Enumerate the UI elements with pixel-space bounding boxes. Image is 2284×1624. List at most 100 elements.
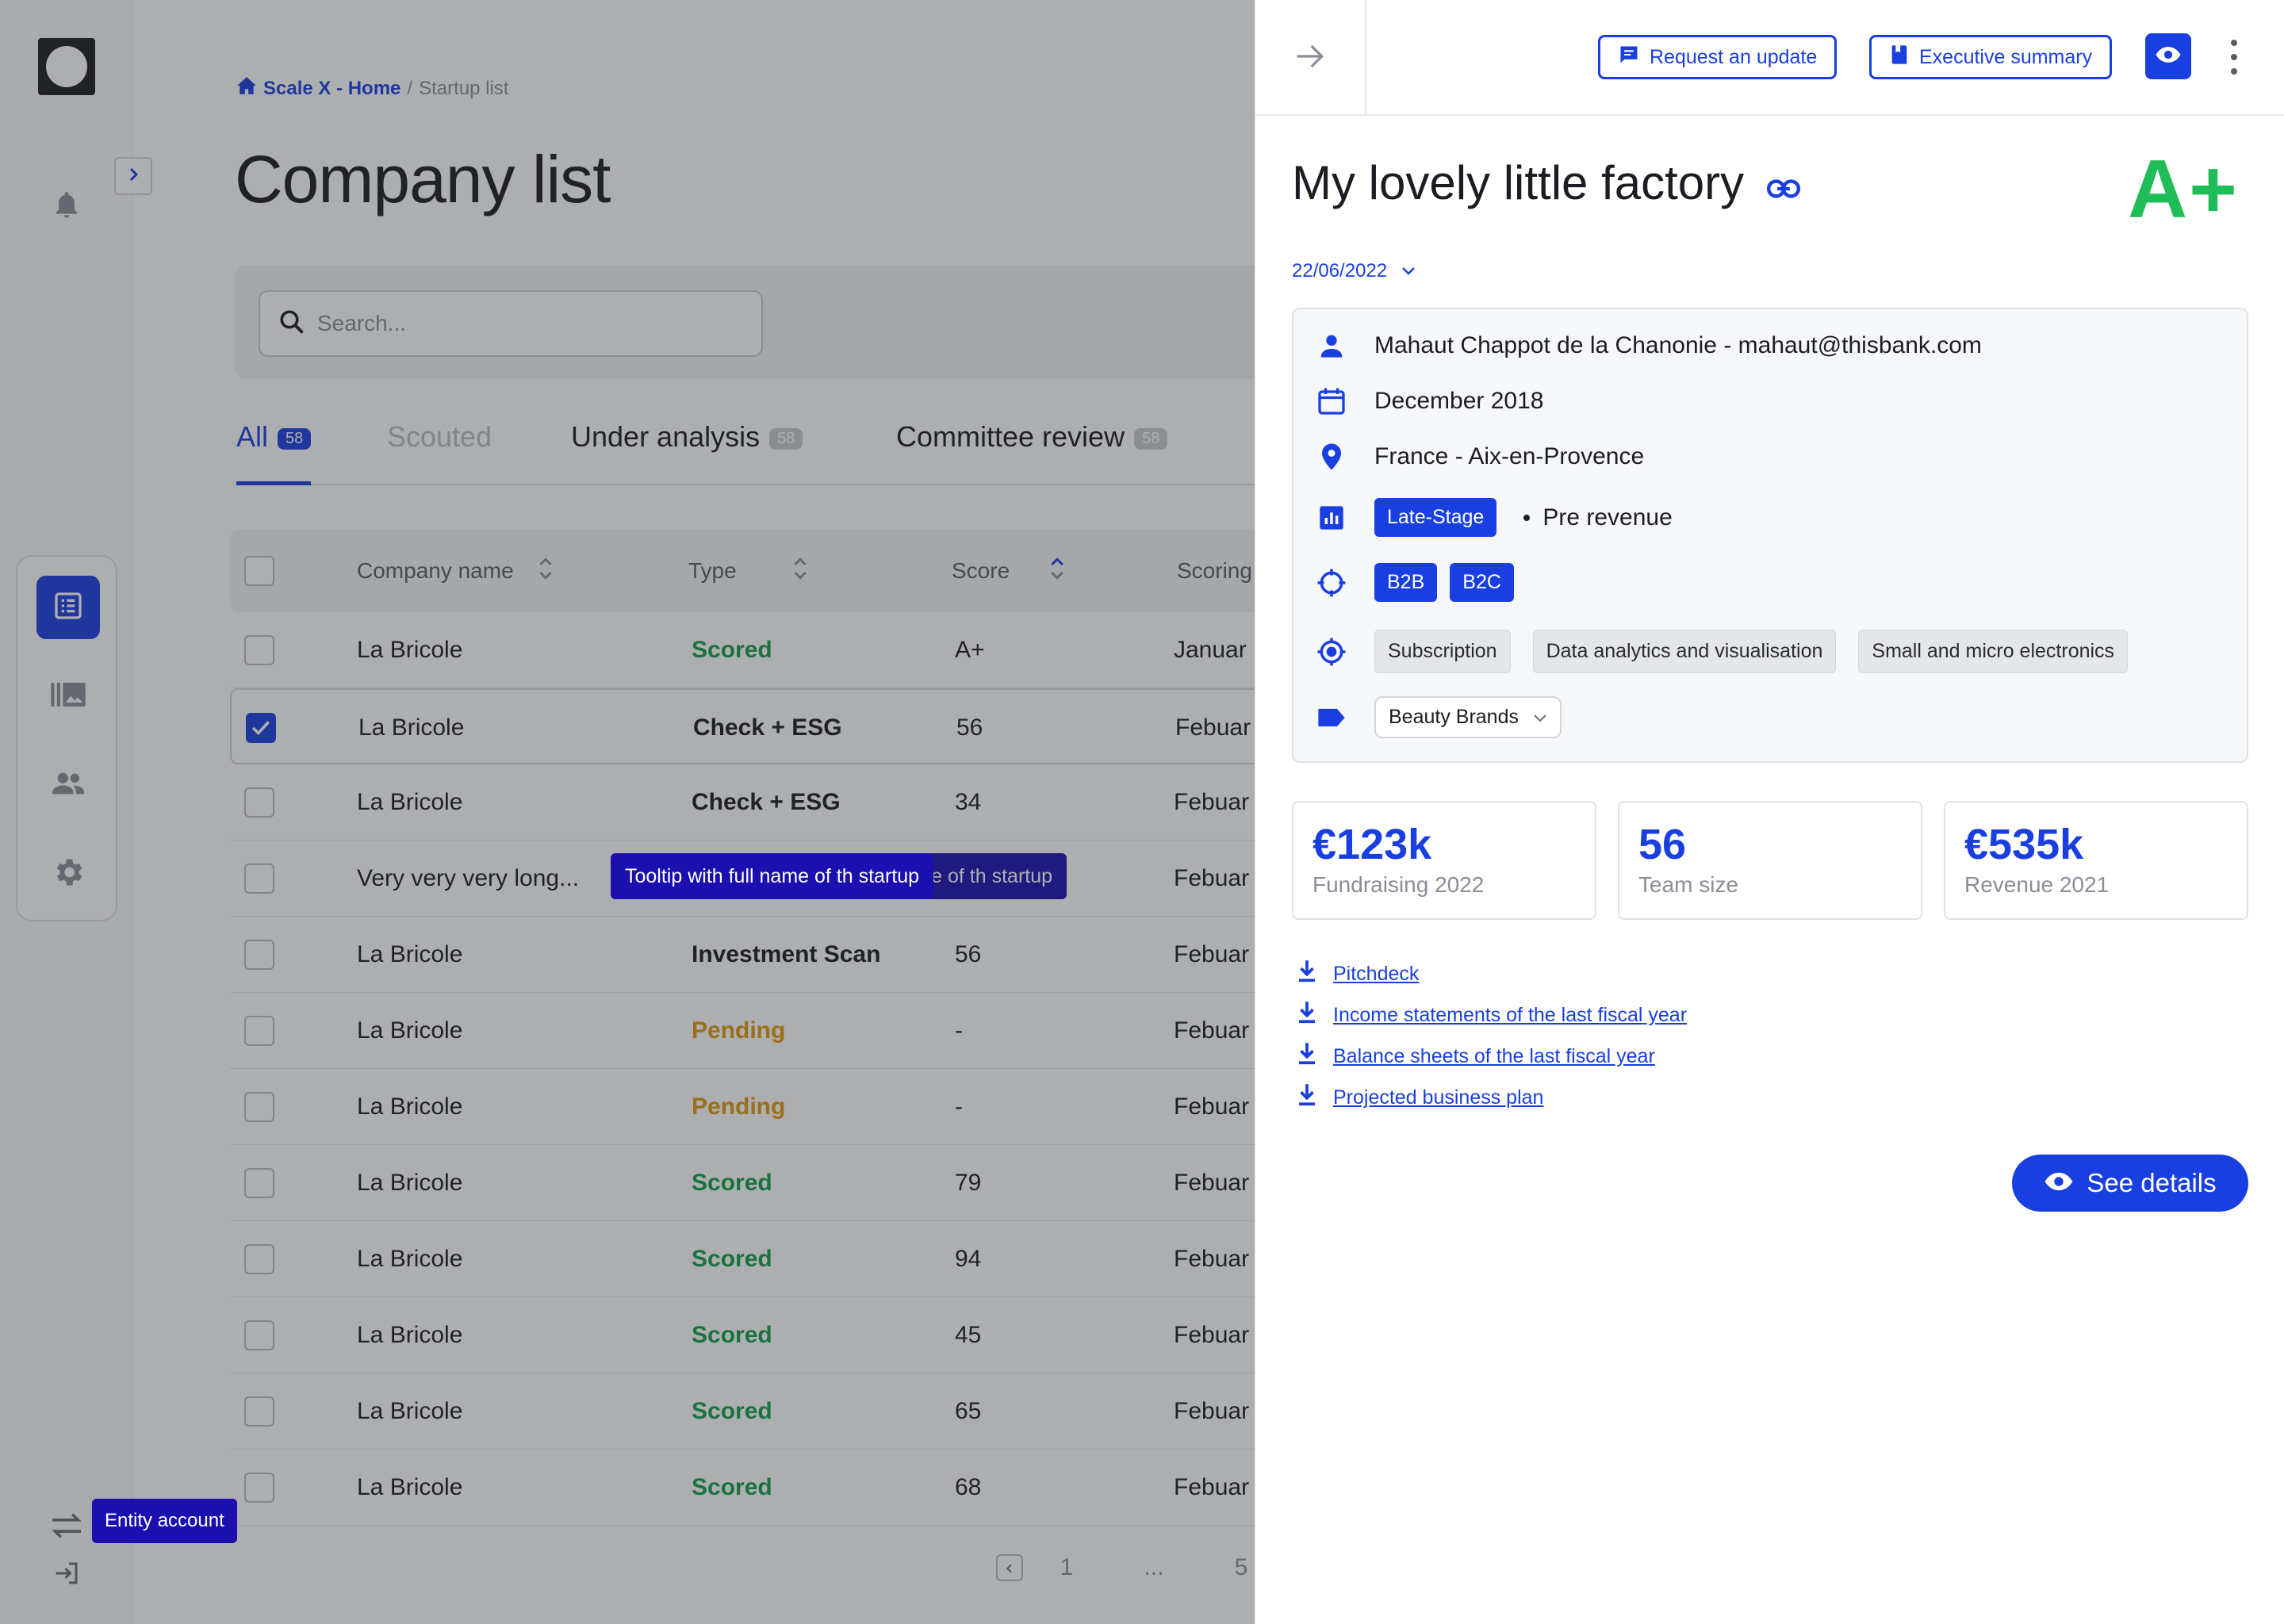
document-download-link[interactable]: Pitchdeck: [1297, 959, 1419, 989]
scoring-date-cell: Febuar: [1175, 714, 1251, 741]
company-detail-panel: Request an update Executive summary My l…: [1255, 0, 2284, 1624]
executive-summary-button[interactable]: Executive summary: [1869, 35, 2113, 79]
table-row[interactable]: La Bricole Scored 65 Febuar: [230, 1373, 1255, 1450]
breadcrumb-home-link[interactable]: Scale X - Home: [263, 77, 401, 99]
row-checkbox[interactable]: [244, 635, 274, 665]
market-chip-b2c: B2C: [1450, 563, 1514, 602]
app-logo[interactable]: [38, 38, 95, 95]
company-name-cell[interactable]: La Bricole: [357, 1474, 463, 1500]
sort-icon[interactable]: [792, 555, 808, 588]
tab-under-analysis[interactable]: Under analysis 58: [571, 412, 803, 485]
scoring-date-cell: Febuar: [1174, 1322, 1250, 1348]
home-icon[interactable]: [236, 76, 257, 101]
row-checkbox[interactable]: [244, 1320, 274, 1350]
nav-settings[interactable]: [36, 842, 100, 906]
table-row[interactable]: La Bricole Scored A+ Januar: [230, 612, 1255, 688]
document-download-link[interactable]: Income statements of the last fiscal yea…: [1297, 1001, 1687, 1030]
tab-count-badge: 58: [278, 428, 312, 450]
sort-icon[interactable]: [1049, 555, 1065, 588]
company-name-cell[interactable]: Very very very long...: [357, 865, 580, 891]
company-name-cell[interactable]: La Bricole: [357, 1170, 463, 1196]
tab-scouted[interactable]: Scouted: [387, 412, 492, 485]
document-link-label: Balance sheets of the last fiscal year: [1333, 1045, 1655, 1067]
company-name-cell[interactable]: La Bricole: [358, 714, 465, 741]
header-company-name[interactable]: Company name: [357, 530, 554, 612]
pagination-prev-button[interactable]: [996, 1554, 1023, 1581]
label-tag-icon: [1316, 702, 1347, 733]
link-icon[interactable]: [1766, 155, 1801, 210]
see-details-button[interactable]: See details: [2012, 1155, 2248, 1212]
table-row[interactable]: La Bricole Investment Scan 56 Febuar: [230, 917, 1255, 993]
table-row[interactable]: La Bricole Scored 68 Febuar: [230, 1450, 1255, 1526]
company-name-cell[interactable]: La Bricole: [357, 1322, 463, 1348]
table-row[interactable]: La Bricole Pending - Febuar: [230, 1069, 1255, 1145]
tab-count-badge: 58: [769, 428, 803, 450]
document-download-link[interactable]: Projected business plan: [1297, 1083, 1543, 1113]
search-bar-container: [235, 265, 1255, 379]
kpi-fundraising: €123k Fundraising 2022: [1292, 801, 1596, 920]
search-box[interactable]: [259, 290, 763, 357]
table-row[interactable]: La Bricole Scored 94 Febuar: [230, 1221, 1255, 1297]
kpi-value: €123k: [1313, 821, 1432, 868]
sort-icon[interactable]: [538, 555, 554, 588]
document-download-link[interactable]: Balance sheets of the last fiscal year: [1297, 1042, 1655, 1071]
sector-chip: Subscription: [1374, 630, 1511, 673]
nav-users[interactable]: [36, 753, 100, 817]
company-name-cell[interactable]: La Bricole: [357, 1246, 463, 1272]
row-checkbox[interactable]: [244, 864, 274, 894]
bell-icon[interactable]: [44, 182, 89, 227]
more-options-icon[interactable]: [2225, 40, 2244, 75]
target-icon: [1316, 636, 1347, 668]
pagination-page[interactable]: 1: [1060, 1554, 1074, 1580]
select-all-checkbox-cell[interactable]: [244, 530, 274, 612]
row-checkbox[interactable]: [244, 1396, 274, 1427]
company-name-cell[interactable]: La Bricole: [357, 789, 463, 815]
header-type[interactable]: Type: [688, 530, 808, 612]
version-date-select[interactable]: 22/06/2022: [1292, 260, 1416, 282]
company-name-cell[interactable]: La Bricole: [357, 1017, 463, 1044]
company-name-cell[interactable]: La Bricole: [357, 1094, 463, 1120]
header-score[interactable]: Score: [952, 530, 1065, 612]
table-row[interactable]: La Bricole Pending - Febuar: [230, 993, 1255, 1069]
header-scoring-date[interactable]: Scoring: [1177, 530, 1252, 612]
row-checkbox[interactable]: [244, 1016, 274, 1046]
pagination-page[interactable]: 5: [1234, 1554, 1248, 1580]
scoring-date-cell: Febuar: [1174, 1094, 1250, 1120]
contact-row: Mahaut Chappot de la Chanonie - mahaut@t…: [1316, 330, 1982, 362]
company-name-cell[interactable]: La Bricole: [357, 637, 463, 663]
request-update-button[interactable]: Request an update: [1598, 35, 1838, 79]
table-row[interactable]: La Bricole Check + ESG 56 Febuar: [230, 688, 1255, 764]
tab-committee-review[interactable]: Committee review 58: [896, 412, 1168, 485]
switch-account-icon[interactable]: [44, 1503, 89, 1548]
full-name-tooltip-foreground: Tooltip with full name of th startup: [611, 853, 934, 899]
table-row[interactable]: La Bricole Scored 45 Febuar: [230, 1297, 1255, 1373]
table-row[interactable]: La Bricole Scored 79 Febuar: [230, 1145, 1255, 1221]
row-checkbox[interactable]: [244, 1092, 274, 1122]
nav-company-list[interactable]: [36, 576, 100, 639]
search-input[interactable]: [317, 311, 745, 336]
row-checkbox-cell: [244, 993, 274, 1069]
table-row[interactable]: La Bricole Check + ESG 34 Febuar: [230, 764, 1255, 841]
preview-button[interactable]: [2145, 33, 2191, 79]
kpi-value: 56: [1638, 821, 1687, 868]
row-checkbox-cell: [244, 1221, 274, 1297]
tag-select[interactable]: Beauty Brands: [1374, 696, 1562, 738]
row-checkbox[interactable]: [244, 787, 274, 818]
logout-icon[interactable]: [44, 1551, 89, 1595]
row-checkbox[interactable]: [244, 1168, 274, 1198]
row-checkbox[interactable]: [246, 713, 276, 743]
company-name-cell[interactable]: La Bricole: [357, 1398, 463, 1424]
row-checkbox[interactable]: [244, 940, 274, 970]
tab-all[interactable]: All 58: [236, 412, 312, 485]
chevron-down-icon: [1533, 706, 1547, 729]
market-row: B2B B2C: [1316, 563, 1514, 602]
tab-label: Committee review: [896, 420, 1125, 453]
nav-portfolio[interactable]: [36, 665, 100, 728]
close-panel-button[interactable]: [1255, 0, 1366, 116]
expand-sidebar-button[interactable]: [114, 157, 152, 195]
select-all-checkbox[interactable]: [244, 556, 274, 586]
company-name-cell[interactable]: La Bricole: [357, 941, 463, 967]
row-checkbox[interactable]: [244, 1473, 274, 1503]
row-checkbox[interactable]: [244, 1244, 274, 1274]
eye-icon: [2155, 45, 2182, 67]
